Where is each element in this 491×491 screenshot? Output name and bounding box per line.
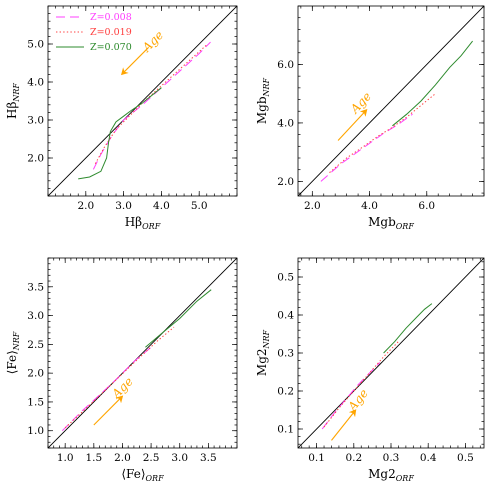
series-line-z-0-019: [329, 93, 436, 173]
y-tick-label: 3.0: [27, 310, 44, 322]
x-axis-label: ⟨Fe⟩ORF: [121, 467, 164, 483]
x-tick-label: 3.0: [171, 452, 188, 464]
y-axis-label: ⟨Fe⟩NRF: [5, 331, 21, 374]
plot-frame: [47, 5, 238, 197]
x-tick-label: 0.5: [457, 452, 474, 464]
y-tick-label: 5.0: [27, 39, 44, 51]
x-tick-label: 6.0: [418, 200, 435, 212]
series-line-z-0-019: [64, 326, 175, 429]
one-to-one-line: [298, 6, 484, 196]
y-tick-label: 2.0: [27, 368, 44, 380]
y-tick-label: 0.1: [277, 424, 294, 436]
series-line-z-0-070: [145, 289, 212, 348]
chart-panel-bottom-right: 0.1 0.2 0.3 0.4 0.5 0.1 0.2 0.3 0.4 0.5 Mg2ORF Mg2N…: [255, 257, 485, 483]
y-tick-label: 0.4: [277, 310, 294, 322]
legend-label: Z=0.019: [90, 27, 132, 38]
x-tick-label: 2.0: [77, 200, 94, 212]
plot-frame: [47, 257, 238, 449]
series-line-z-0-008: [61, 346, 152, 432]
series-line-z-0-070: [78, 87, 162, 180]
series-line-z-0-008: [320, 113, 413, 182]
series-line-z-0-070: [383, 303, 433, 354]
x-tick-label: 0.1: [308, 452, 325, 464]
series-line-z-0-019: [323, 341, 399, 428]
x-tick-label: 3.5: [200, 452, 217, 464]
chart-panel-bottom-left: 1.0 1.5 2.0 2.5 3.0 3.5 1.0 1.5 2.0 2.5 3.0 3.5 ⟨Fe⟩…: [5, 257, 238, 483]
x-tick-label: 1.5: [85, 452, 102, 464]
y-tick-label: 4.0: [277, 117, 294, 129]
y-tick-label: 3.0: [27, 115, 44, 127]
x-tick-label: 0.3: [383, 452, 400, 464]
age-label: Age: [139, 28, 166, 55]
x-tick-label: 0.2: [345, 452, 362, 464]
x-tick-label: 1.0: [57, 452, 74, 464]
series-line-z-0-008: [92, 41, 211, 170]
y-tick-label: 6.0: [277, 59, 294, 71]
y-tick-label: 1.0: [27, 425, 44, 437]
y-tick-label: 1.5: [27, 396, 44, 408]
chart-panel-top-left: 2.0 3.0 4.0 5.0 2.0 3.0 4.0 5.0 HβORF HβNRF Age Z=0…: [5, 5, 238, 231]
x-tick-label: 5.0: [191, 200, 208, 212]
legend-label: Z=0.008: [90, 12, 132, 23]
legend-label: Z=0.070: [90, 42, 132, 53]
series-line-z-0-008: [321, 362, 381, 430]
y-tick-label: 4.0: [27, 77, 44, 89]
y-tick-label: 0.5: [277, 272, 294, 284]
x-tick-label: 4.0: [361, 200, 378, 212]
age-label: Age: [109, 374, 136, 401]
x-tick-label: 0.4: [420, 452, 437, 464]
x-axis-label: HβORF: [125, 215, 161, 231]
y-tick-label: 2.0: [27, 153, 44, 165]
x-tick-label: 2.5: [143, 452, 160, 464]
one-to-one-line: [48, 6, 237, 196]
x-axis-label: MgbORF: [368, 215, 414, 231]
x-tick-label: 3.0: [115, 200, 132, 212]
x-axis-label: Mg2ORF: [368, 467, 414, 483]
age-arrow: [93, 395, 124, 426]
x-tick-label: 2.0: [304, 200, 321, 212]
plot-frame: [297, 5, 485, 197]
age-label: Age: [347, 89, 374, 116]
age-arrow: [337, 109, 368, 141]
x-tick-label: 2.0: [114, 452, 131, 464]
age-label: Age: [345, 386, 371, 414]
age-arrow: [331, 409, 357, 441]
series-line-z-0-019: [94, 44, 208, 164]
x-tick-label: 4.0: [153, 200, 170, 212]
y-tick-label: 3.5: [27, 281, 44, 293]
legend: Z=0.008 Z=0.019 Z=0.070: [56, 12, 132, 53]
y-tick-label: 0.3: [277, 348, 294, 360]
one-to-one-line: [48, 258, 237, 448]
y-tick-label: 2.5: [27, 339, 44, 351]
series-line-z-0-070: [392, 40, 473, 127]
y-axis-label: Mg2NRF: [255, 329, 271, 376]
y-axis-label: MgbNRF: [255, 77, 271, 124]
chart-panel-top-right: 2.0 4.0 6.0 2.0 4.0 6.0 MgbORF MgbNRF Age: [255, 5, 485, 231]
y-tick-label: 2.0: [277, 176, 294, 188]
age-arrow: [121, 47, 149, 76]
y-tick-label: 0.2: [277, 386, 294, 398]
y-axis-label: HβNRF: [5, 83, 21, 119]
one-to-one-line: [298, 258, 484, 448]
